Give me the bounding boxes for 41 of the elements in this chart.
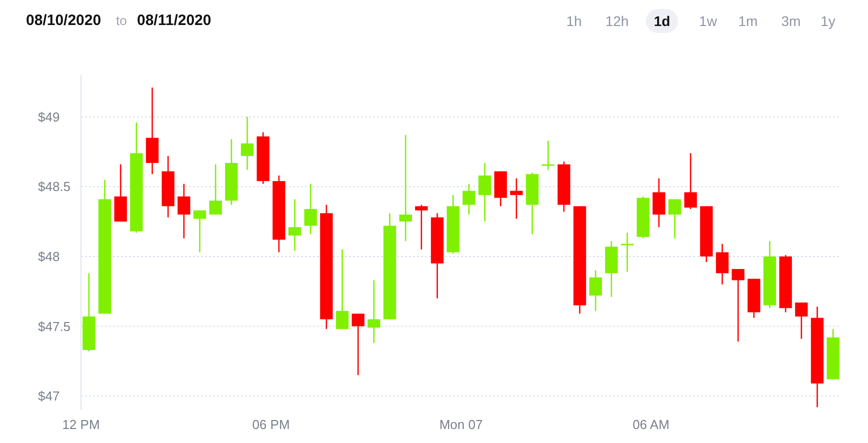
candlestick [368,280,380,344]
y-tick-label: $48.5 [38,179,71,194]
candlestick [620,232,634,272]
y-tick-label: $48 [38,249,60,264]
candlestick [288,198,302,252]
candlestick [795,302,808,340]
text: 08/11/2020 [137,12,212,29]
candlestick [304,183,317,235]
candlestick [209,164,222,216]
candlestick [240,116,254,171]
candlestick [716,243,729,286]
candlestick [336,248,349,330]
candlestick [732,268,744,342]
x-tick-label: 12 PM [62,417,100,432]
text: 1h [566,13,582,29]
y-tick-label: $49 [38,109,60,124]
text: to [116,13,127,28]
x-tick-label: Mon 07 [439,417,483,432]
text: 3m [781,13,801,29]
candlestick [589,270,602,312]
candlestick [415,204,428,250]
y-tick-label: $47.5 [38,318,71,334]
text: 1y [820,13,836,29]
x-tick-label: 06 AM [632,417,670,432]
text: 1w [699,13,718,29]
candlestick [684,152,697,210]
candlestick [352,313,364,376]
text: 1m [738,13,758,29]
candlestick [478,162,492,222]
text: 1d [654,13,670,29]
text: 08/10/2020 [26,12,102,29]
y-tick-label: $47 [38,388,60,404]
candlestick [193,210,206,253]
candlestick [668,198,682,239]
candlestick [510,178,523,220]
candlestick [178,183,190,239]
x-tick-label: 06 PM [252,417,290,432]
text: 12h [605,13,629,29]
candlestick [652,178,666,228]
candlestick [462,183,476,216]
candlestick [399,134,412,242]
